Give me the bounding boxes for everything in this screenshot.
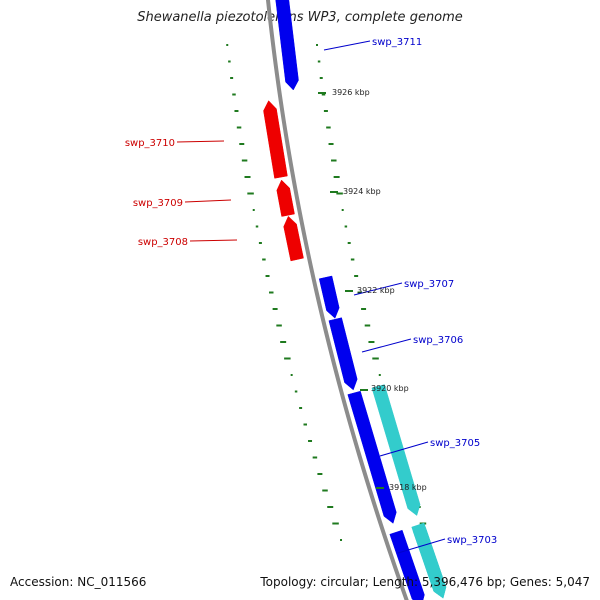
gene-swp-3703-leader-line	[397, 538, 446, 554]
coordinate-label: 3926 kbp	[332, 88, 370, 97]
gene-swp-3707-leader-line	[353, 282, 403, 296]
coordinate-label: 3924 kbp	[343, 187, 381, 196]
coordinate-label: 3918 kbp	[389, 483, 427, 492]
gene-swp-3710-leader-line	[176, 140, 225, 143]
gene-swp-3710-arrow[interactable]	[263, 100, 288, 179]
gene-swp-3703-label[interactable]: swp_3703	[447, 535, 497, 546]
gene-swp-3706-label[interactable]: swp_3706	[413, 335, 463, 346]
topology-summary: Topology: circular; Length: 5,396,476 bp…	[260, 575, 590, 589]
gene-swp-3706-arrow[interactable]	[328, 317, 358, 391]
unlabeled-feature-arrow[interactable]	[412, 526, 447, 599]
gene-swp-3708-arrow[interactable]	[283, 215, 304, 262]
gene-swp-3705-leader-line	[379, 441, 429, 457]
gene-swp-3705-arrow[interactable]	[371, 384, 421, 516]
accession-text: Accession: NC_011566	[10, 575, 147, 589]
coordinate-label: 3920 kbp	[371, 384, 409, 393]
gene-swp-3711-arrow[interactable]	[274, 0, 299, 91]
gene-swp-3707-label[interactable]: swp_3707	[404, 279, 454, 290]
gene-swp-3708-label[interactable]: swp_3708	[138, 237, 188, 248]
gene-swp-3709-label[interactable]: swp_3709	[133, 198, 183, 209]
gene-swp-3710-label[interactable]: swp_3710	[125, 138, 175, 149]
gene-swp-3709-arrow[interactable]	[276, 179, 295, 217]
gene-swp-3705-label[interactable]: swp_3705	[430, 438, 480, 449]
genome-backbone	[265, 0, 409, 600]
gene-swp-3711-label[interactable]: swp_3711	[372, 37, 422, 48]
unlabeled-feature-arrow[interactable]	[347, 390, 397, 524]
gene-swp-3711-leader-line	[323, 40, 371, 51]
gene-swp-3707-arrow[interactable]	[318, 275, 340, 319]
gene-swp-3708-leader-line	[189, 239, 238, 242]
gene-swp-3709-leader-line	[184, 199, 232, 203]
unlabeled-feature-arrow[interactable]	[389, 529, 425, 600]
coordinate-label: 3922 kbp	[357, 286, 395, 295]
map-title: Shewanella piezotolerans WP3, complete g…	[137, 10, 463, 25]
gene-swp-3706-leader-line	[361, 338, 412, 353]
